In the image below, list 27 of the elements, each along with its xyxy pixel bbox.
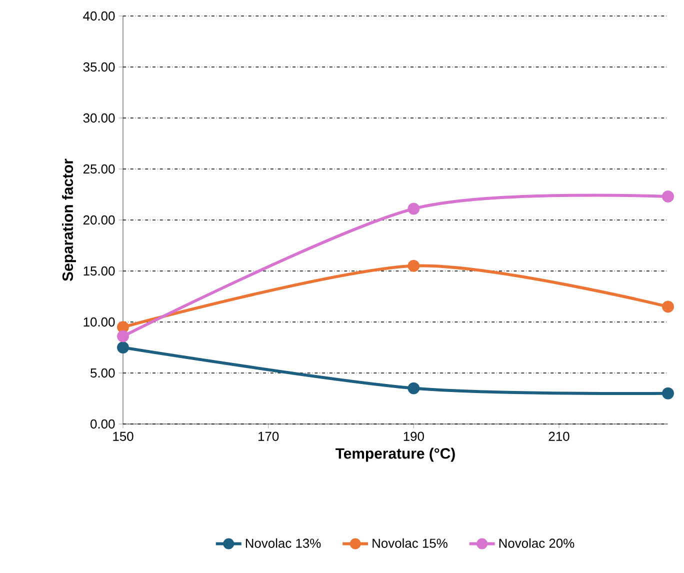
x-tick-label: 190 xyxy=(404,432,424,441)
point xyxy=(408,202,420,215)
point xyxy=(117,342,129,354)
legend-label: Novolac 15% xyxy=(372,538,448,548)
point xyxy=(117,321,129,334)
y-axis-title: Separation factor xyxy=(62,158,76,282)
point xyxy=(408,382,420,394)
point xyxy=(408,260,420,272)
y-tick-label: 20.00 xyxy=(83,215,115,225)
x-axis-title: Temperature (°C) xyxy=(336,448,455,462)
y-tick-label: 5.00 xyxy=(90,368,115,378)
point xyxy=(662,300,674,313)
x-tick-label: 210 xyxy=(548,432,570,441)
y-tick-label: 15.00 xyxy=(84,266,115,276)
legend-label: Novolac 13% xyxy=(246,538,321,548)
y-tick-label: 40.00 xyxy=(83,11,115,21)
x-tick-label: 170 xyxy=(258,432,279,441)
y-tick-label: 0.00 xyxy=(90,419,115,429)
x-tick-label: 150 xyxy=(113,432,134,441)
point xyxy=(662,190,674,203)
y-tick-label: 35.00 xyxy=(83,62,115,72)
y-tick-label: 25.00 xyxy=(83,164,115,174)
point xyxy=(117,330,129,342)
point xyxy=(662,387,674,400)
legend-label: Novolac 20% xyxy=(499,538,574,548)
y-tick-label: 10.00 xyxy=(84,317,115,327)
y-tick-label: 30.00 xyxy=(83,113,115,123)
